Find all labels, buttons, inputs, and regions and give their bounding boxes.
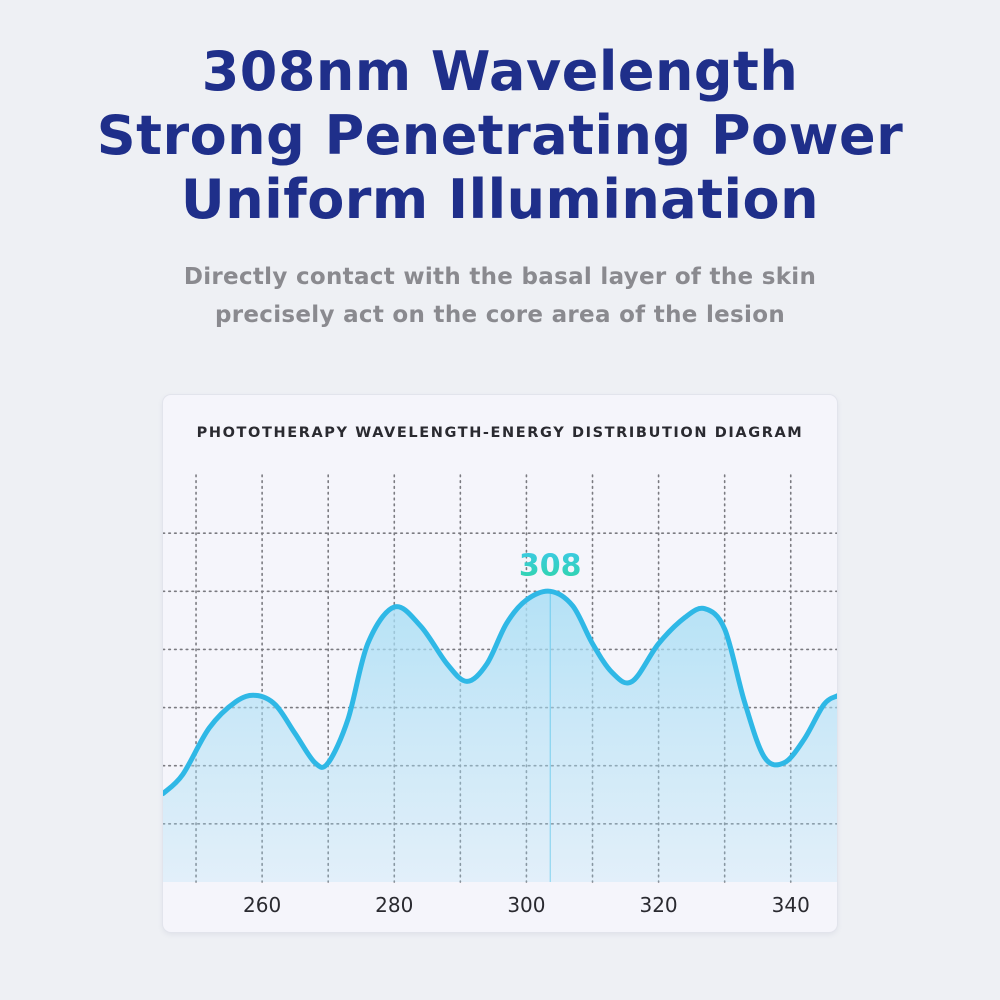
subheadline: Directly contact with the basal layer of… bbox=[0, 258, 1000, 334]
subheadline-line-1: Directly contact with the basal layer of… bbox=[183, 264, 817, 290]
x-tick-label: 300 bbox=[507, 893, 545, 917]
chart-title: PHOTOTHERAPY WAVELENGTH-ENERGY DISTRIBUT… bbox=[196, 425, 804, 441]
wavelength-energy-chart: 308 260 280 300 320 340 bbox=[163, 474, 837, 917]
peak-label: 308 bbox=[519, 548, 582, 583]
energy-area-fill bbox=[163, 591, 837, 882]
headline-line-1: 308nm Wavelength bbox=[201, 40, 799, 103]
headline-line-2: Strong Penetrating Power bbox=[96, 104, 904, 167]
subheadline-line-2: precisely act on the core area of the le… bbox=[214, 302, 785, 328]
chart-card: PHOTOTHERAPY WAVELENGTH-ENERGY DISTRIBUT… bbox=[163, 395, 837, 932]
headline-line-3: Uniform Illumination bbox=[180, 168, 820, 231]
x-tick-label: 320 bbox=[639, 893, 677, 917]
x-tick-label: 340 bbox=[772, 893, 810, 917]
energy-series-line bbox=[163, 588, 837, 797]
x-tick-label: 260 bbox=[243, 893, 281, 917]
headline: 308nm Wavelength Strong Penetrating Powe… bbox=[0, 40, 1000, 232]
x-tick-label: 280 bbox=[375, 893, 413, 917]
